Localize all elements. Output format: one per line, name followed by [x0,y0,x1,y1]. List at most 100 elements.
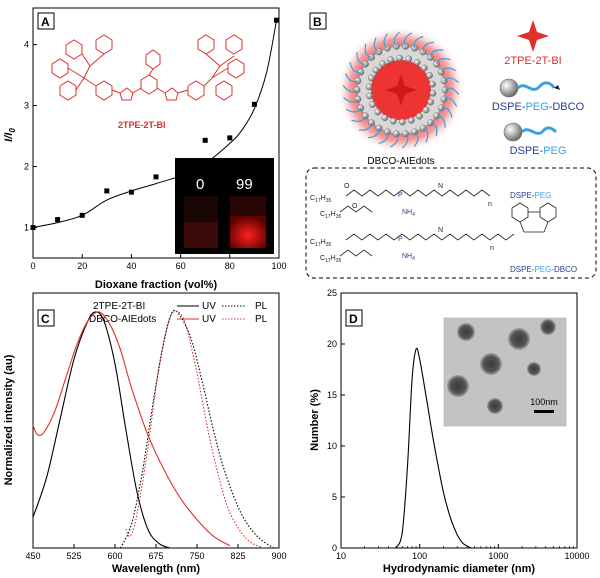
aiedot-illustration [337,26,465,154]
a-data-point [55,217,61,223]
dspe-peg-icon [503,122,558,142]
tem-scale-bar [534,410,554,413]
panel-c-legend: 2TPE-2T-BI UV PL DBCO-AIEdots UV PL [89,301,268,325]
panel-d-y-axis-title: Number (%) [309,389,321,451]
peg-chain [383,33,389,49]
peg-chain [441,107,453,118]
panel-a-compound-label: 2TPE-2T-BI [118,120,166,130]
peg-chain [368,128,380,139]
lipid-head [413,59,421,66]
panel-a-y-axis-title: I/I0 [3,128,17,142]
lipid-head [427,119,434,127]
a-data-point [178,171,184,177]
panel-d-plot-frame [340,292,578,549]
a-data-point [104,188,110,194]
a-data-point [251,101,257,107]
peg-chain [436,58,451,65]
lipid-head [379,60,386,68]
d-y-tick-label: 5 [332,492,337,502]
peg-chain [444,87,460,95]
peg-chain [429,49,444,58]
peg-chain [430,122,438,137]
chem-n-1: n [488,201,492,208]
panel-a-x-axis-title: Dioxane fraction (vol%) [95,279,218,291]
c-x-tick-label: 600 [107,551,122,561]
cuvette-inset-photo: 0 99 [175,158,274,254]
d-x-tick-label: 10000 [564,551,589,561]
panel-d-letter-box [345,309,363,327]
a-x-tick-label: 100 [271,261,286,271]
lipid-head [365,83,373,91]
d-y-tick-label: 25 [327,288,337,298]
dspe-peg-structure [339,189,491,213]
legend-c-row1-uv: UV [202,301,216,312]
lipid-head [440,95,448,103]
lipid-head [427,98,435,106]
chem-p-1: P [398,192,403,199]
d-y-tick-label: 10 [327,441,337,451]
tem-inset-image: 100nm [443,317,567,427]
chem-n-2: n [490,245,494,252]
panel-d-letter: D [349,312,358,326]
peg-chain [440,67,457,73]
panel-c-plot-frame [32,292,280,549]
panel-a-letter: A [41,15,50,29]
panel-a: A 2TP [3,7,287,291]
chem-o-1: O [344,183,350,190]
peg-chain [403,32,412,47]
chem-c17h35-3: C17H35 [310,239,331,248]
lipid-head [366,92,373,100]
dspe-peg-dbco-icon [499,78,560,98]
legend-2tpe-label: 2TPE-2T-BI [504,55,561,67]
lipid-head [387,56,395,64]
peg-chain [393,31,400,47]
panel-c-series [32,309,274,549]
chem-nh-1: N [438,183,443,190]
panel-d-series [395,347,472,549]
panel-a-letter-box [37,12,55,30]
d-x-tick-label: 10 [336,551,346,561]
lipid-head [399,118,406,126]
lipid-head [426,72,433,79]
a-data-point [227,135,233,141]
lipid-head [422,106,430,114]
peg-chain [356,52,366,65]
d-y-tick-label: 0 [332,543,337,553]
aiedot-label: DBCO-AIEdots [367,156,434,167]
peg-chain [345,107,362,113]
peg-chain [422,41,434,52]
a-data-point [202,137,208,143]
panel-c-letter: C [41,312,50,326]
a-data-point [128,189,134,195]
c-x-tick-label: 450 [25,551,40,561]
lipid-head [374,108,382,116]
peg-chain [413,35,424,49]
peg-chain [378,131,389,145]
legend-dspe-peg-label: DSPE-PEG [510,145,567,157]
lipid-head [389,117,397,125]
peg-chain [422,127,429,143]
panel-c-y-axis-title: Normalized intensity (au) [3,354,15,485]
a-x-tick-label: 20 [77,261,87,271]
legend-c-row2-pl: PL [255,314,268,325]
chem-c17h35-2: C17H35 [320,211,341,220]
a-data-point [79,212,85,218]
lipid-head [405,55,413,63]
peg-chain [358,122,373,131]
peg-chain [443,97,458,107]
a-x-tick-label: 0 [30,261,35,271]
a-data-point [153,174,159,180]
legend-c-row1-pl: PL [255,301,268,312]
legend-c-row2-name: DBCO-AIEdots [89,314,156,325]
a-y-tick-label: 4 [24,40,29,50]
lipid-head [369,101,376,108]
chem-c17h35-1: C17H35 [310,195,331,204]
legend-c-row2-uv: UV [202,314,216,325]
c-series-line [32,311,231,547]
panel-d-axes: 10 100 1000 10000 0 5 10 15 20 25 [327,288,590,561]
a-y-tick-label: 3 [24,101,29,111]
peg-chain [390,133,399,148]
a-y-tick-label: 1 [24,223,29,233]
a-x-tick-label: 80 [225,261,235,271]
